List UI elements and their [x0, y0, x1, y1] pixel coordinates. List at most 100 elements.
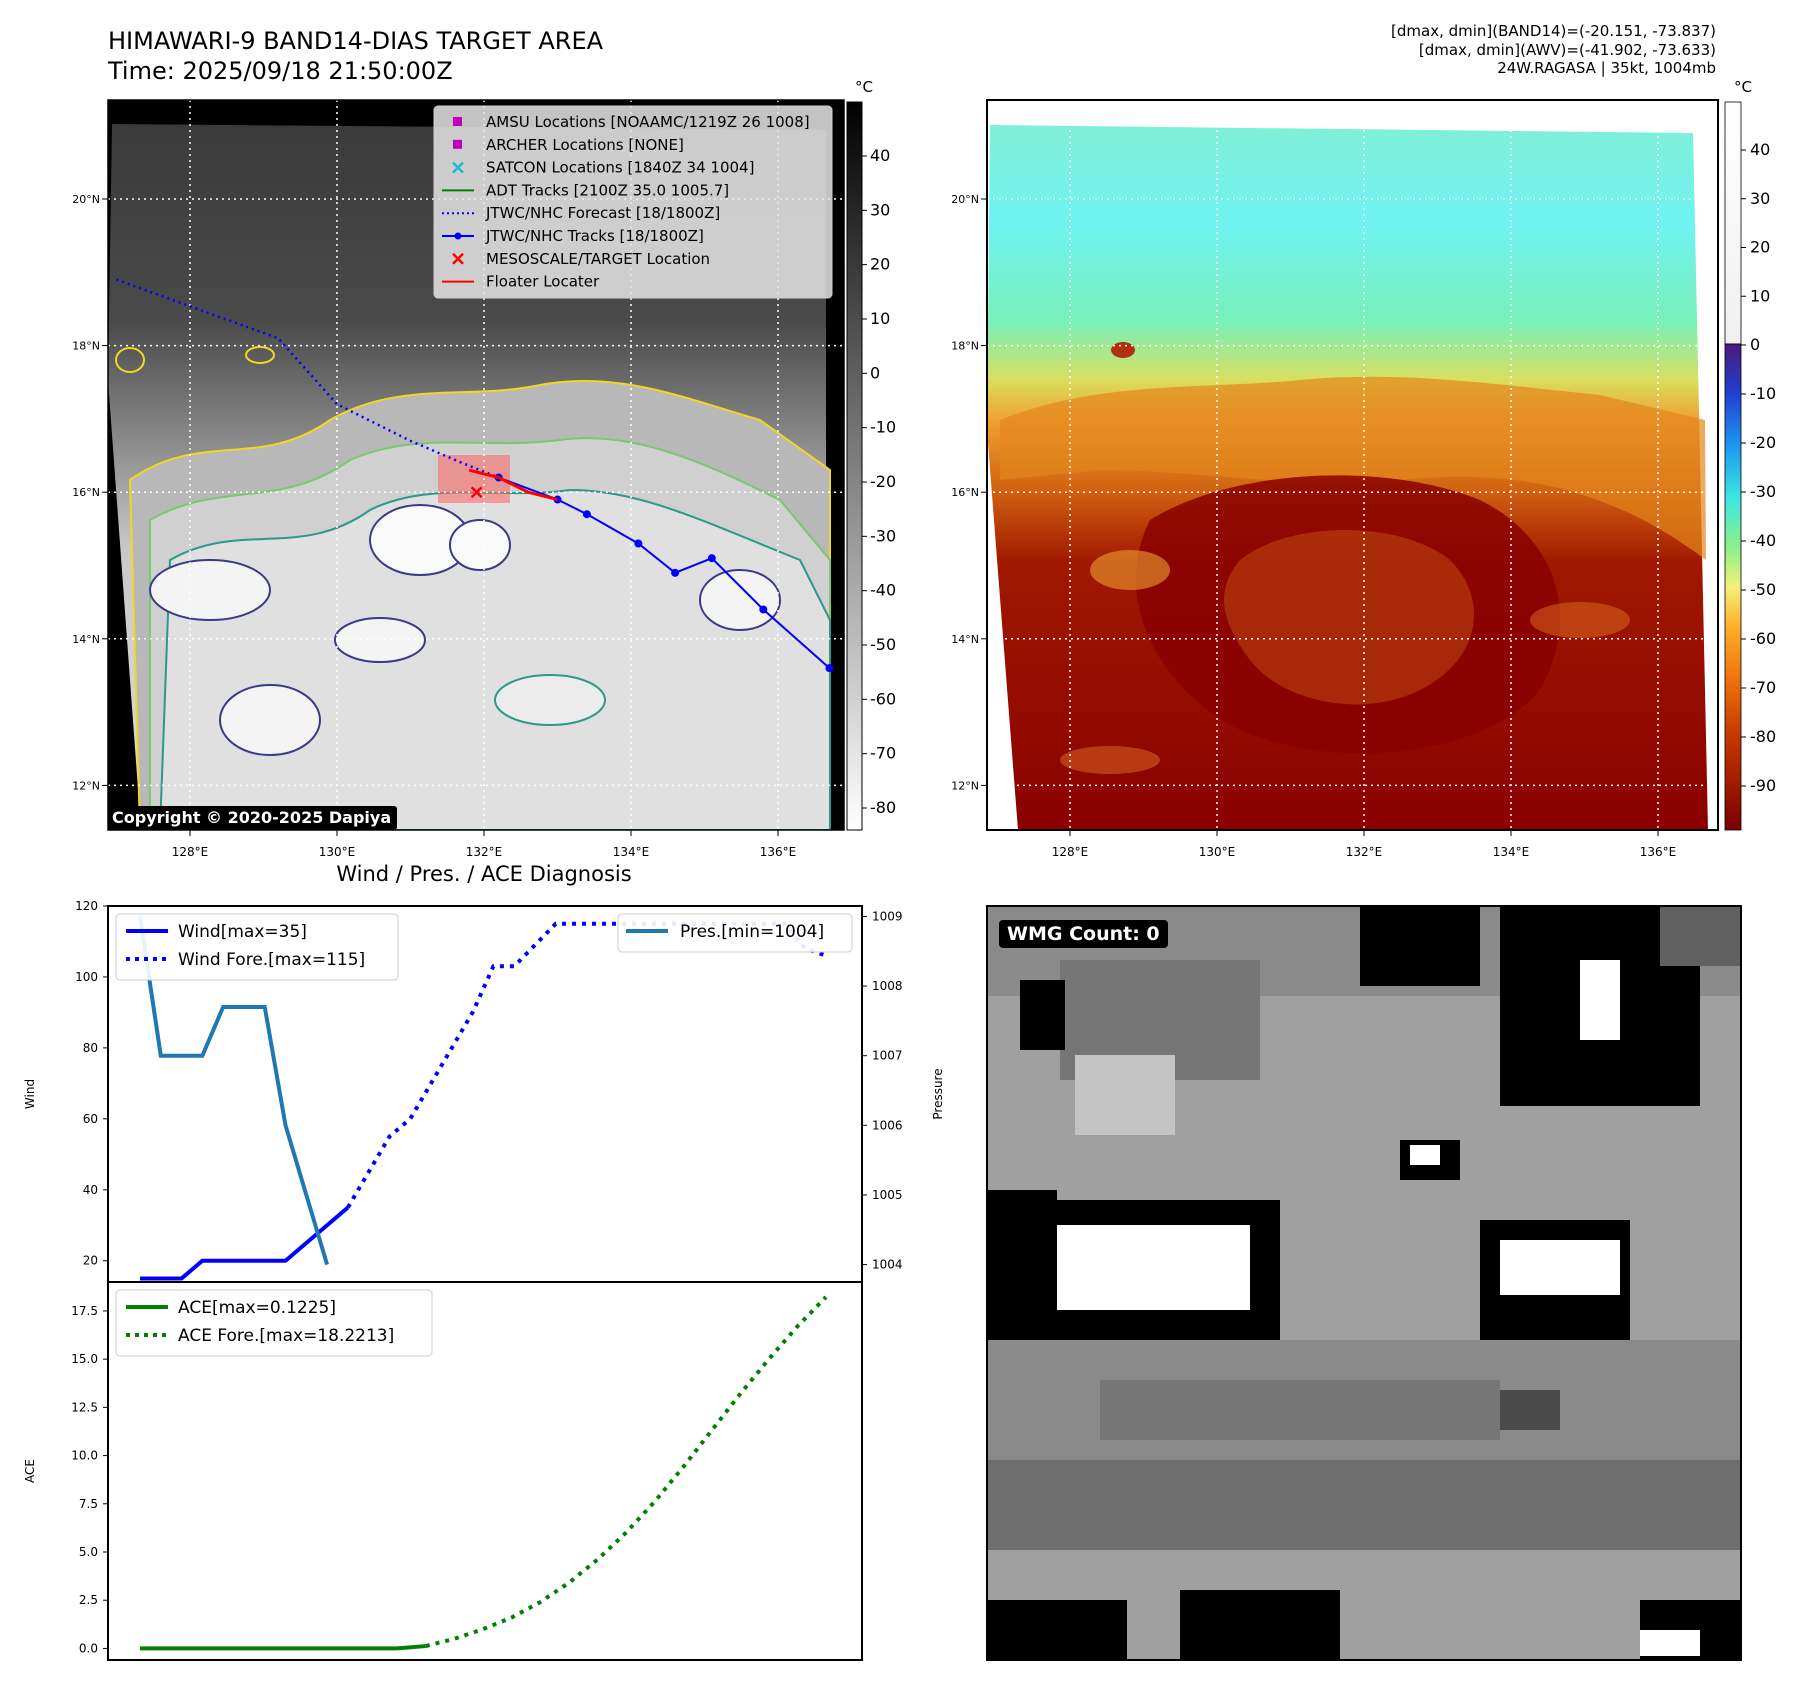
- wind-pressure-chart: 20 40 60 80 100 120 1004 1005 1006 1007 1008 1009 W…: [23, 899, 945, 1283]
- colorbar-tick-label: -50: [1750, 580, 1776, 599]
- lat-tick-label: 18°N: [951, 340, 979, 353]
- wind-line: [140, 1205, 350, 1281]
- ace-chart: 0.0 2.5 5.0 7.5 10.0 12.5 15.0 17.5 ACE ACE[max…: [23, 1281, 863, 1661]
- lat-tick-label: 20°N: [951, 193, 979, 206]
- colorbar-tick-label: 40: [1750, 140, 1770, 159]
- ace-tick-label: 2.5: [79, 1593, 98, 1607]
- lon-tick-label: 136°E: [760, 845, 797, 859]
- ace-forecast-line: [425, 1295, 828, 1649]
- colorbar-tick-label: -80: [1750, 727, 1776, 746]
- pressure-tick-label: 1006: [872, 1118, 903, 1132]
- colorbar-tick-label: -60: [1750, 629, 1776, 648]
- diagnosis-title: Wind / Pres. / ACE Diagnosis: [336, 862, 632, 886]
- pressure-tick-label: 1005: [872, 1188, 903, 1202]
- pressure-tick-label: 1007: [872, 1049, 903, 1063]
- storm-tracks: [116, 278, 834, 673]
- pressure-line: [138, 916, 330, 1266]
- map-axis-labels: 128°E 130°E 132°E 134°E 136°E 20°N 18°N 16°N 14°…: [72, 193, 796, 859]
- lon-tick-label: 132°E: [1346, 845, 1383, 859]
- wmg-count-badge: WMG Count: 0: [999, 920, 1168, 948]
- cloud-contours: [115, 346, 831, 830]
- track-point: [825, 664, 834, 673]
- awv-cloud-structure: [1000, 342, 1706, 774]
- lon-tick-label: 134°E: [613, 845, 650, 859]
- legend-label: ADT Tracks [2100Z 35.0 1005.7]: [486, 181, 729, 199]
- lat-tick-label: 16°N: [72, 486, 100, 499]
- colorbar-tick-label: -70: [1750, 678, 1776, 697]
- title-line-1: HIMAWARI-9 BAND14-DIAS TARGET AREA: [108, 27, 604, 55]
- map-legend: AMSU Locations [NOAAMC/1219Z 26 1008] ARC…: [433, 105, 833, 299]
- colorbar-tick-label: -80: [870, 798, 896, 817]
- stats-line-3: 24W.RAGASA | 35kt, 1004mb: [1497, 59, 1716, 77]
- awv-map-frame: [986, 99, 1719, 831]
- map-frame: [107, 99, 845, 831]
- ace-tick-label: 10.0: [71, 1449, 98, 1463]
- forecast-track: [116, 278, 500, 479]
- legend-label: AMSU Locations [NOAAMC/1219Z 26 1008]: [486, 113, 810, 131]
- ace-tick-label: 7.5: [79, 1497, 98, 1511]
- stats-line-2: [dmax, dmin](AWV)=(-41.902, -73.633): [1418, 40, 1716, 59]
- page-title: HIMAWARI-9 BAND14-DIAS TARGET AREA Time:…: [108, 26, 603, 86]
- colorbar-tick-label: -30: [870, 526, 896, 545]
- awv-map-gridlines: [987, 100, 1718, 830]
- pressure-tick-label: 1008: [872, 979, 903, 993]
- legend-wind: Wind[max=35]: [178, 922, 307, 942]
- wind-forecast-line: [346, 921, 827, 1209]
- colorbar-tick-label: -20: [1750, 433, 1776, 452]
- track-point: [759, 605, 768, 614]
- lon-tick-label: 128°E: [172, 845, 209, 859]
- colorbar-tick-label: -20: [870, 472, 896, 491]
- colorbar-tick-label: -30: [1750, 482, 1776, 501]
- lon-tick-label: 130°E: [1199, 845, 1236, 859]
- legend-label: JTWC/NHC Tracks [18/1800Z]: [485, 227, 704, 245]
- legend-x-icon: [452, 161, 464, 174]
- ace-legend: ACE[max=0.1225] ACE Fore.[max=18.2213]: [115, 1289, 433, 1357]
- lat-tick-label: 12°N: [72, 779, 100, 792]
- title-line-2: Time: 2025/09/18 21:50:00Z: [108, 57, 453, 85]
- lon-tick-label: 136°E: [1640, 845, 1677, 859]
- lat-tick-label: 18°N: [72, 340, 100, 353]
- copyright-badge: Copyright © 2020-2025 Dapiya: [108, 806, 398, 830]
- ace-tick-label: 15.0: [71, 1352, 98, 1366]
- legend-ace-forecast: ACE Fore.[max=18.2213]: [178, 1326, 394, 1346]
- colorbar-tick-label: 20: [870, 255, 890, 274]
- wmg-panel: [986, 905, 1742, 1661]
- awv-map-panel: 128°E 130°E 132°E 134°E 136°E 20°N 18°N 16°N 14°…: [951, 78, 1776, 859]
- wind-tick-label: 120: [75, 899, 98, 913]
- awv-colorbar: °C 40 30 20 10 0 -10 -20 -30 -40 -50 -60 -70 -80 -90: [1724, 78, 1776, 831]
- legend-label: SATCON Locations [1840Z 34 1004]: [486, 159, 754, 177]
- wind-tick-label: 60: [83, 1112, 98, 1126]
- legend-square-icon: [453, 139, 462, 149]
- track-point: [671, 568, 680, 577]
- awv-colorbar-unit: °C: [1734, 78, 1752, 96]
- legend-ace: ACE[max=0.1225]: [178, 1298, 336, 1318]
- colorbar-tick-label: -10: [870, 418, 896, 437]
- pressure-tick-label: 1004: [872, 1258, 903, 1272]
- legend-label: Floater Locater: [486, 273, 600, 291]
- lon-tick-label: 130°E: [319, 845, 356, 859]
- legend-label: MESOSCALE/TARGET Location: [486, 250, 710, 268]
- colorbar-tick-label: -10: [1750, 384, 1776, 403]
- ir-map-panel: 128°E 130°E 132°E 134°E 136°E 20°N 18°N 16°N 14°…: [72, 78, 896, 859]
- gray-colorbar: °C 40 30 20 10 0 -10 -20 -30 -40 -50 -60 -70 -80: [846, 78, 896, 831]
- legend-wind-forecast: Wind Fore.[max=115]: [178, 950, 365, 970]
- stats-line-1: [dmax, dmin](BAND14)=(-20.151, -73.837): [1391, 22, 1716, 40]
- colorbar-tick-label: -90: [1750, 776, 1776, 795]
- colorbar-tick-label: -70: [870, 744, 896, 763]
- target-marker: [470, 486, 483, 499]
- legend-x-icon: [452, 252, 464, 265]
- pressure-tick-label: 1009: [872, 909, 903, 923]
- colorbar-tick-label: 10: [870, 309, 890, 328]
- colorbar-tick-label: -40: [870, 581, 896, 600]
- colorbar-tick-label: -60: [870, 689, 896, 708]
- ace-axis-label: ACE: [23, 1459, 37, 1483]
- lat-tick-label: 14°N: [951, 633, 979, 646]
- colorbar-tick-label: 20: [1750, 238, 1770, 257]
- track-point: [707, 554, 716, 563]
- legend-label: ARCHER Locations [NONE]: [486, 136, 684, 154]
- lon-tick-label: 128°E: [1052, 845, 1089, 859]
- lon-tick-label: 134°E: [1493, 845, 1530, 859]
- track-point: [634, 539, 643, 548]
- wind-tick-label: 80: [83, 1041, 98, 1055]
